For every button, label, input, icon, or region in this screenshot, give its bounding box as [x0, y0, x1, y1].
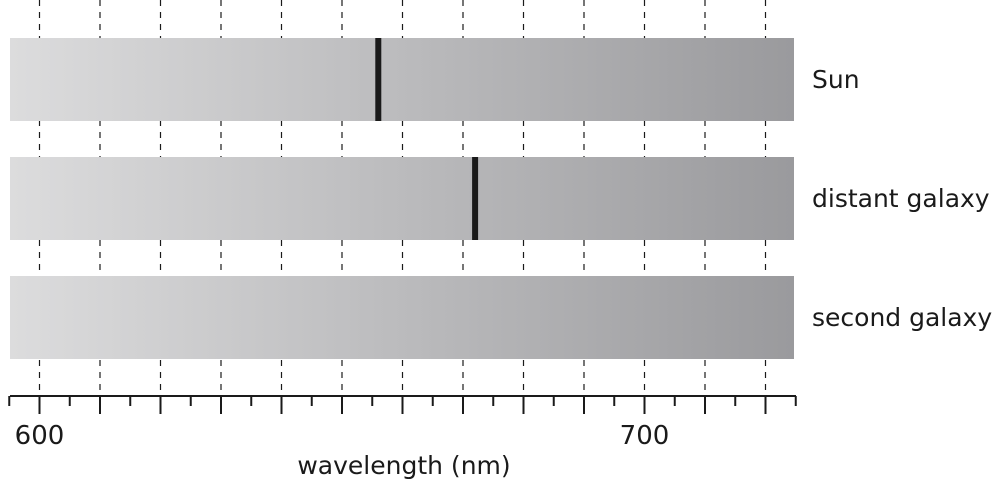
spectrum-strip — [10, 38, 794, 121]
tick-label: 700 — [620, 421, 670, 451]
spectrum-label: distant galaxy — [812, 184, 990, 213]
tick-label: 600 — [15, 421, 65, 451]
spectrum-distant-galaxy: distant galaxy — [10, 157, 990, 240]
axis-title: wavelength (nm) — [297, 451, 510, 480]
spectrum-strip — [10, 276, 794, 359]
spectrum-second-galaxy: second galaxy — [10, 276, 992, 359]
spectrum-label: Sun — [812, 65, 860, 94]
spectrum-sun: Sun — [10, 38, 860, 121]
spectrum-strip — [10, 157, 794, 240]
wavelength-axis — [8, 395, 797, 414]
axis-tick-labels: 600 700 — [15, 421, 670, 451]
spectrum-label: second galaxy — [812, 303, 992, 332]
